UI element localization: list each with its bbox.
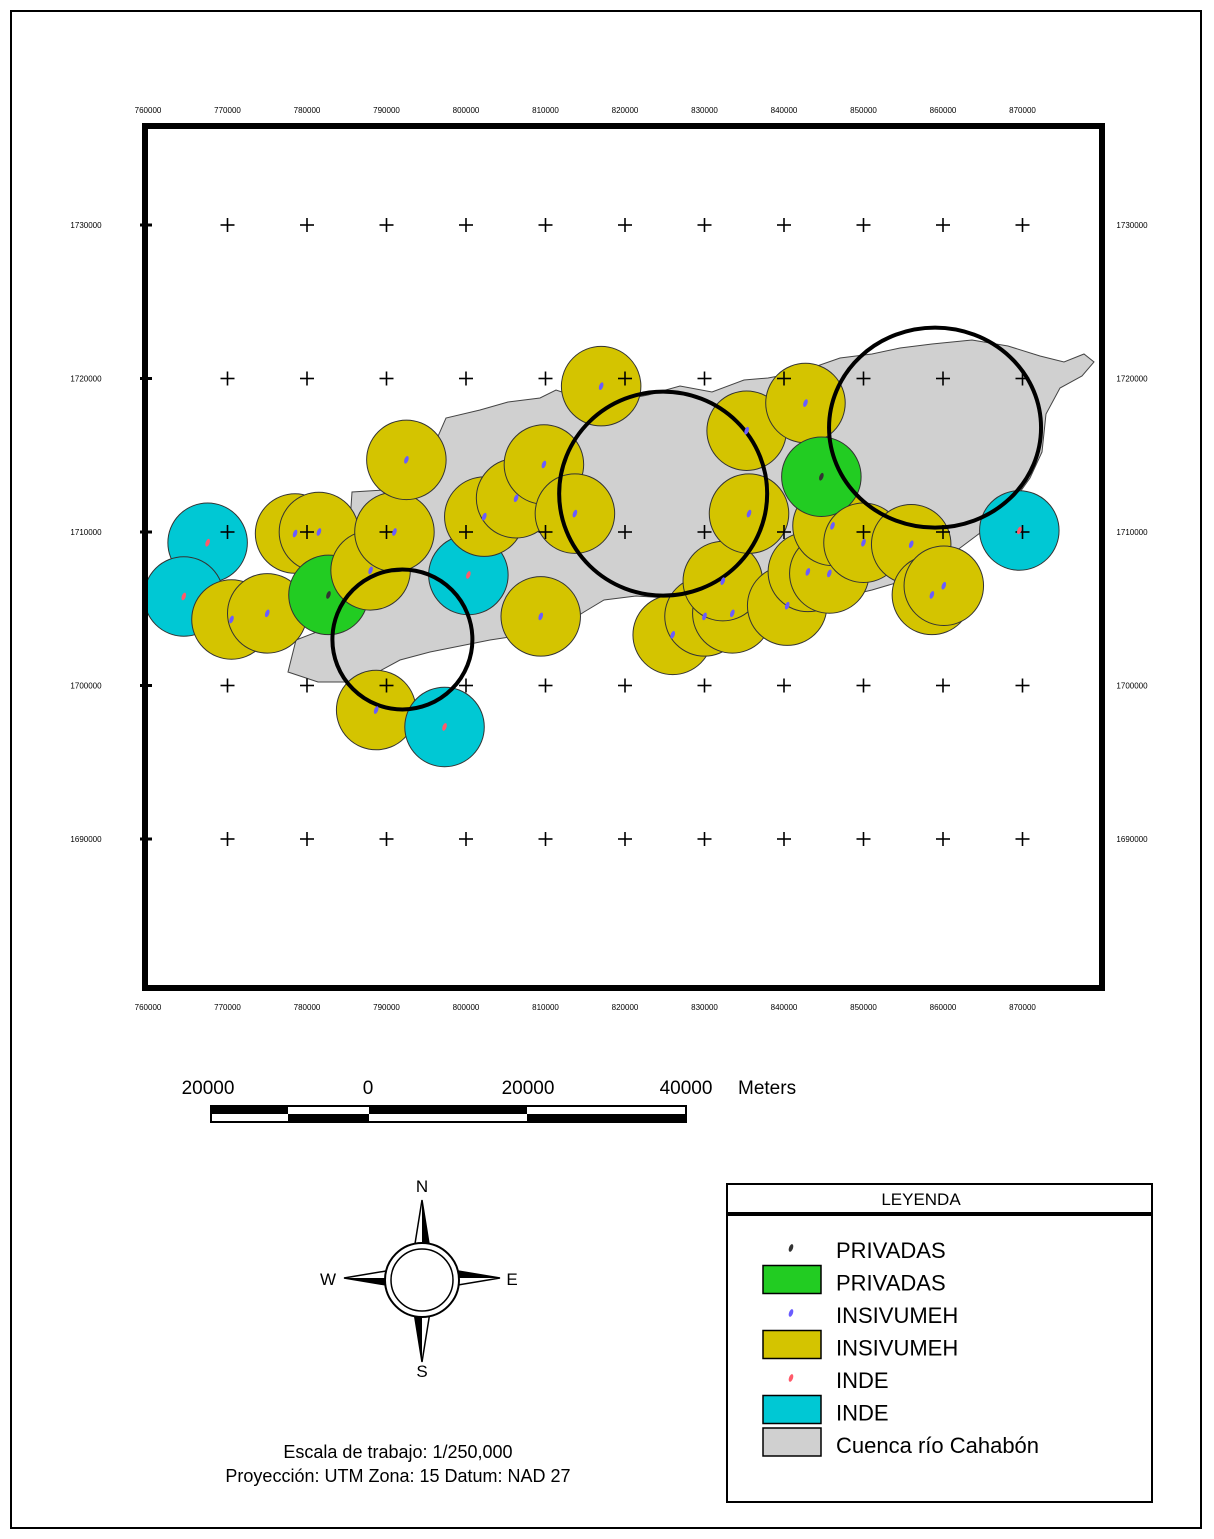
work-scale-text: Escala de trabajo: 1/250,000 (283, 1442, 512, 1462)
y-tick-labels-left: 1730000 1720000 1710000 1700000 1690000 (70, 221, 102, 844)
compass-label-n: N (416, 1177, 428, 1196)
scale-label-right: 40000 (660, 1078, 713, 1099)
x-tick-label: 830000 (691, 106, 718, 115)
x-tick-label: 760000 (135, 1003, 162, 1012)
legend-item-label: PRIVADAS (836, 1238, 946, 1263)
y-tick-label: 1710000 (70, 528, 102, 537)
x-tick-label: 840000 (771, 106, 798, 115)
x-tick-label: 870000 (1009, 1003, 1036, 1012)
scale-segment (527, 1114, 686, 1122)
scale-segment (211, 1106, 288, 1114)
x-tick-label: 870000 (1009, 106, 1036, 115)
x-tick-label: 810000 (532, 106, 559, 115)
compass-rose: N S W E (320, 1177, 518, 1381)
compass-label-w: W (320, 1270, 336, 1289)
x-tick-label: 780000 (294, 1003, 321, 1012)
map-layer (140, 218, 1094, 846)
legend-box-symbol (763, 1331, 821, 1359)
x-tick-label: 800000 (453, 1003, 480, 1012)
scale-bar: 20000 0 20000 40000 Meters (182, 1078, 797, 1122)
x-tick-label: 840000 (771, 1003, 798, 1012)
legend-item-label: INSIVUMEH (836, 1336, 958, 1361)
x-tick-label: 790000 (373, 1003, 400, 1012)
scale-units: Meters (738, 1078, 796, 1099)
x-tick-label: 800000 (453, 106, 480, 115)
scale-label-zero: 0 (363, 1078, 374, 1099)
y-tick-label: 1730000 (1116, 221, 1148, 230)
projection-text: Proyección: UTM Zona: 15 Datum: NAD 27 (225, 1466, 570, 1486)
legend-box-symbol (763, 1396, 821, 1424)
x-tick-label: 820000 (612, 1003, 639, 1012)
x-tick-label: 790000 (373, 106, 400, 115)
y-tick-labels-right: 1730000 1720000 1710000 1700000 1690000 (1116, 221, 1148, 844)
compass-label-s: S (416, 1362, 427, 1381)
y-tick-label: 1690000 (70, 835, 102, 844)
y-tick-label: 1700000 (1116, 682, 1148, 691)
y-tick-label: 1730000 (70, 221, 102, 230)
x-tick-label: 860000 (930, 106, 957, 115)
y-tick-label: 1710000 (1116, 528, 1148, 537)
x-tick-label: 770000 (214, 1003, 241, 1012)
scale-segment (369, 1106, 527, 1114)
x-tick-label: 820000 (612, 106, 639, 115)
legend-box-symbol (763, 1266, 821, 1294)
scale-segment (288, 1114, 369, 1122)
x-tick-label: 830000 (691, 1003, 718, 1012)
legend-item-label: Cuenca río Cahabón (836, 1433, 1039, 1458)
x-tick-label: 850000 (850, 1003, 877, 1012)
x-tick-label: 860000 (930, 1003, 957, 1012)
legend-title: LEYENDA (881, 1190, 961, 1209)
x-tick-label: 850000 (850, 106, 877, 115)
legend-item-label: PRIVADAS (836, 1271, 946, 1296)
legend-item-label: INDE (836, 1368, 889, 1393)
x-tick-labels-bottom: 760000 770000 780000 790000 800000 810000 8200… (135, 1003, 1037, 1012)
x-tick-labels-top: 760000 770000 780000 790000 800000 810000 8200… (135, 106, 1037, 115)
legend-box-symbol (763, 1428, 821, 1456)
y-tick-label: 1700000 (70, 682, 102, 691)
legend: LEYENDA PRIVADAS PRIVADAS INSIVUMEH INSIVUM… (727, 1184, 1152, 1502)
y-tick-label: 1690000 (1116, 835, 1148, 844)
y-tick-label: 1720000 (70, 375, 102, 384)
legend-item-label: INSIVUMEH (836, 1303, 958, 1328)
legend-item-label: INDE (836, 1401, 889, 1426)
y-tick-label: 1720000 (1116, 375, 1148, 384)
scale-label-mid: 20000 (502, 1078, 555, 1099)
compass-label-e: E (506, 1270, 517, 1289)
scale-label-left: 20000 (182, 1078, 235, 1099)
x-tick-label: 770000 (214, 106, 241, 115)
x-tick-label: 780000 (294, 106, 321, 115)
x-tick-label: 810000 (532, 1003, 559, 1012)
x-tick-label: 760000 (135, 106, 162, 115)
